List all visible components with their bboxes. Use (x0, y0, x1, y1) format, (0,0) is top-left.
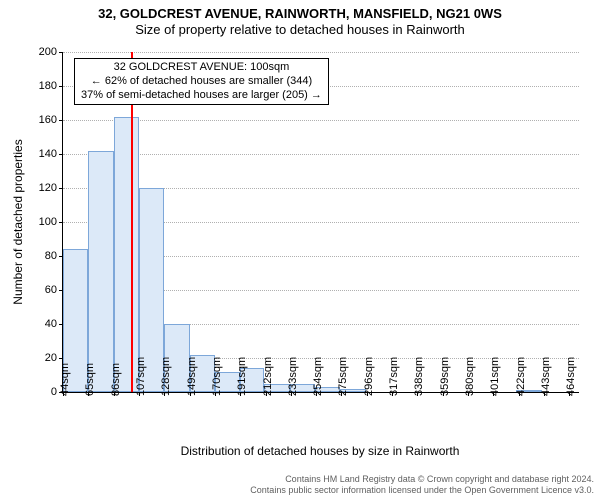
x-tick-label: 212sqm (262, 357, 274, 396)
x-tick-label: 401sqm (489, 357, 501, 396)
grid-line (63, 120, 579, 121)
x-tick-label: 380sqm (464, 357, 476, 396)
grid-line (63, 52, 579, 53)
y-tick-mark (59, 188, 63, 189)
y-tick-mark (59, 52, 63, 53)
x-tick-label: 443sqm (540, 357, 552, 396)
y-tick-label: 200 (39, 46, 57, 58)
title-subtitle: Size of property relative to detached ho… (0, 22, 600, 38)
annotation-line-3: 37% of semi-detached houses are larger (… (81, 89, 322, 103)
y-tick-label: 140 (39, 148, 57, 160)
y-tick-label: 20 (45, 352, 57, 364)
x-tick-label: 149sqm (186, 357, 198, 396)
x-tick-label: 128sqm (160, 357, 172, 396)
footer-line-2: Contains public sector information licen… (250, 485, 594, 496)
title-block: 32, GOLDCREST AVENUE, RAINWORTH, MANSFIE… (0, 0, 600, 39)
y-tick-mark (59, 222, 63, 223)
histogram-bar (114, 117, 139, 392)
footer-note: Contains HM Land Registry data © Crown c… (250, 474, 594, 496)
y-tick-label: 160 (39, 114, 57, 126)
y-tick-mark (59, 86, 63, 87)
title-address: 32, GOLDCREST AVENUE, RAINWORTH, MANSFIE… (0, 6, 600, 22)
x-tick-label: 317sqm (388, 357, 400, 396)
histogram-bar (88, 151, 113, 392)
y-tick-label: 0 (51, 386, 57, 398)
x-tick-label: 191sqm (236, 357, 248, 396)
x-tick-label: 422sqm (515, 357, 527, 396)
x-tick-label: 296sqm (363, 357, 375, 396)
y-tick-label: 180 (39, 80, 57, 92)
x-tick-label: 464sqm (565, 357, 577, 396)
x-tick-label: 86sqm (110, 363, 122, 396)
footer-line-1: Contains HM Land Registry data © Crown c… (250, 474, 594, 485)
x-tick-label: 44sqm (59, 363, 71, 396)
y-tick-mark (59, 120, 63, 121)
y-tick-label: 100 (39, 216, 57, 228)
grid-line (63, 154, 579, 155)
x-tick-label: 254sqm (312, 357, 324, 396)
x-tick-label: 233sqm (287, 357, 299, 396)
x-tick-label: 65sqm (84, 363, 96, 396)
x-tick-label: 338sqm (413, 357, 425, 396)
y-tick-mark (59, 154, 63, 155)
x-tick-label: 170sqm (211, 357, 223, 396)
y-tick-label: 80 (45, 250, 57, 262)
x-tick-label: 107sqm (135, 357, 147, 396)
annotation-line-1: 32 GOLDCREST AVENUE: 100sqm (81, 61, 322, 75)
x-axis-label: Distribution of detached houses by size … (62, 444, 578, 458)
y-tick-label: 40 (45, 318, 57, 330)
annotation-line-2: ← 62% of detached houses are smaller (34… (81, 75, 322, 89)
y-axis-label: Number of detached properties (11, 139, 25, 304)
x-tick-label: 275sqm (337, 357, 349, 396)
y-tick-label: 120 (39, 182, 57, 194)
annotation-box: 32 GOLDCREST AVENUE: 100sqm ← 62% of det… (74, 58, 329, 105)
chart-container: 32, GOLDCREST AVENUE, RAINWORTH, MANSFIE… (0, 0, 600, 500)
y-tick-label: 60 (45, 284, 57, 296)
x-tick-label: 359sqm (439, 357, 451, 396)
